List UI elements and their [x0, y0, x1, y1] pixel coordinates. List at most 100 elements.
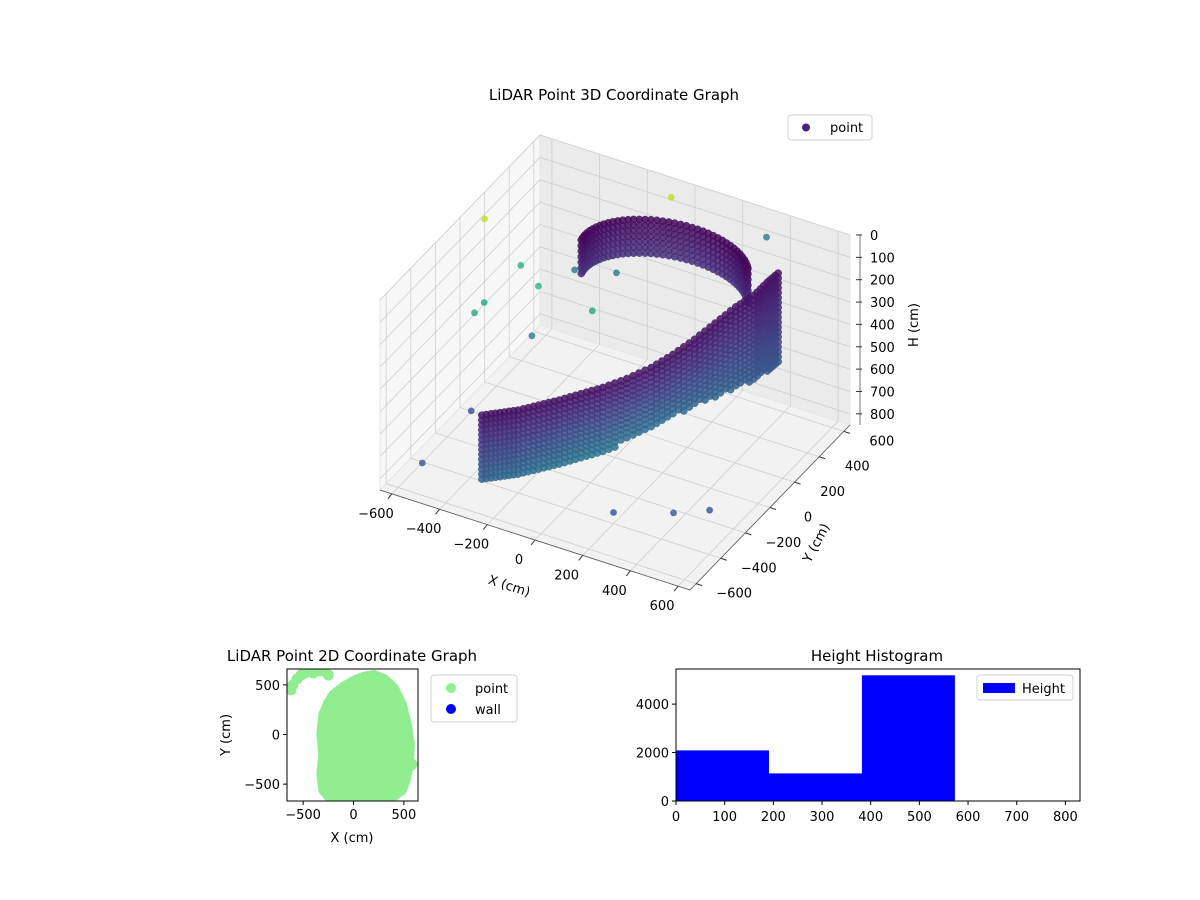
axis-x-tick: [482, 524, 488, 530]
histogram-legend-box: [976, 674, 1074, 701]
axis-x-ticklabel: −600: [358, 507, 394, 522]
chart-2d-ylabel: Y (cm): [219, 714, 234, 757]
chart-2d-points: [287, 669, 418, 801]
axis-x-ticklabel: 400: [602, 584, 627, 599]
chart-3d-axes: −600−400−2000200400600−600−400−200020040…: [358, 229, 895, 614]
chart-2d-legend-label-wall: wall: [475, 703, 501, 718]
chart-3d-legend-label: point: [830, 121, 863, 136]
axis-y-tick: [819, 456, 826, 460]
point-3d-outlier: [588, 307, 596, 315]
axis-z-ticklabel: 0: [870, 229, 878, 244]
axis-y-ticklabel: 400: [845, 460, 870, 475]
point-2d: [403, 761, 415, 773]
axis-y-tick: [720, 557, 727, 561]
axis-x-ticklabel: 200: [554, 568, 579, 583]
axis-z-ticklabel: 100: [870, 251, 895, 266]
chart-3d-points: [418, 194, 782, 517]
chart-2d-legend-label-point: point: [475, 682, 508, 697]
grid-y: [385, 293, 697, 585]
axis-2d-x-ticklabel: 500: [391, 808, 416, 823]
axis-z-ticklabel: 700: [870, 385, 895, 400]
histogram-x-ticklabel: 700: [1004, 810, 1029, 825]
axis-2d-y-ticklabel: 0: [272, 729, 280, 744]
axis-x-tick: [625, 570, 631, 577]
grid-z: [379, 156, 851, 323]
histogram-bar: [676, 750, 769, 801]
chart-3d-title: LiDAR Point 3D Coordinate Graph: [489, 86, 739, 104]
axis-y-tick: [695, 583, 703, 587]
point-3d-outlier: [481, 215, 488, 223]
chart-3d-legend: point: [787, 114, 873, 141]
histogram-bar: [769, 773, 862, 801]
axis-2d-y-ticklabel: −500: [244, 778, 280, 793]
axis-2d-x-ticklabel: −500: [285, 808, 321, 823]
chart-3d: LiDAR Point 3D Coordinate Graph −600 −400…: [358, 86, 922, 614]
axis-x-tick: [578, 555, 584, 561]
chart-2d-plot: −500 0 500 −500 0 500: [244, 668, 419, 823]
grid-y: [434, 242, 746, 534]
point-3d-outlier: [610, 509, 617, 516]
axis-z-ticklabel: 400: [870, 318, 895, 333]
axis-y-ticklabel: 0: [804, 511, 812, 526]
chart-2d-legend-marker-wall: [446, 704, 456, 714]
axis-y-ticklabel: −600: [716, 587, 752, 602]
axis-2d-y-ticklabel: 500: [255, 679, 280, 694]
axis-y-ticklabel: −200: [766, 536, 802, 551]
grid-z: [379, 134, 851, 301]
histogram-x-ticklabel: 400: [858, 810, 883, 825]
chart-3d-legend-box: [787, 114, 873, 141]
chart-3d-ylabel: Y (cm): [800, 521, 833, 566]
grid-y: [508, 166, 820, 458]
chart-3d-xlabel: X (cm): [486, 573, 532, 601]
histogram-x-ticklabel: 0: [672, 810, 680, 825]
point-3d-outlier: [706, 506, 713, 514]
histogram-legend: Height: [976, 674, 1074, 701]
point-3d-outlier: [613, 269, 620, 277]
histogram-y-ticklabel: 0: [661, 795, 669, 810]
point-3d-outlier: [418, 459, 426, 467]
chart-histogram: Height Histogram 0 100 200 300 400 500 600 700 8…: [636, 647, 1081, 825]
point-2d: [351, 681, 362, 693]
axis-x-tick: [435, 508, 441, 515]
point-3d: [478, 475, 486, 483]
axis-x-ticklabel: −400: [406, 522, 442, 537]
histogram-x-ticklabel: 300: [810, 810, 835, 825]
axis-x-ticklabel: 0: [515, 553, 523, 568]
axis-y-tick: [769, 507, 777, 510]
axis-y-ticklabel: −400: [741, 561, 777, 576]
histogram-y-ticklabel: 2000: [636, 747, 669, 762]
axis-z-ticklabel: 500: [870, 341, 895, 356]
point-2d: [322, 669, 334, 681]
chart-3d-zlabel: H (cm): [907, 303, 922, 347]
grid-x: [391, 138, 553, 495]
point-3d-outlier: [670, 509, 677, 517]
axis-y-tick: [843, 430, 851, 434]
point-3d-outlier: [571, 266, 578, 274]
axis-z-ticklabel: 200: [870, 274, 895, 289]
grid-z: [379, 179, 851, 345]
point-3d-outlier: [535, 282, 542, 290]
point-2d: [335, 689, 347, 701]
grid-y: [410, 268, 721, 559]
point-3d-outlier: [763, 233, 770, 241]
axis-z-ticklabel: 600: [870, 363, 895, 378]
histogram-bar: [861, 675, 955, 801]
point-2d-cloud: [316, 670, 415, 801]
axis-y-ticklabel: 600: [869, 434, 894, 449]
chart-2d-legend: point wall: [430, 674, 518, 723]
axis-y-tick: [745, 532, 752, 536]
point-3d-outlier: [667, 194, 675, 201]
axis-z-ticklabel: 800: [870, 408, 895, 423]
chart-2d: LiDAR Point 2D Coordinate Graph −500 0 500…: [219, 647, 518, 846]
axis-y-tick: [794, 481, 801, 485]
histogram-x-ticklabel: 600: [956, 810, 981, 825]
axis-x-tick: [387, 493, 393, 500]
histogram-x-ticklabel: 100: [712, 810, 737, 825]
chart-3d-legend-marker: [802, 123, 810, 132]
point-3d: [577, 269, 586, 278]
chart-2d-title: LiDAR Point 2D Coordinate Graph: [227, 647, 477, 665]
grid-x: [677, 231, 839, 587]
point-3d-outlier: [467, 407, 475, 415]
point-3d-outlier: [528, 332, 536, 340]
